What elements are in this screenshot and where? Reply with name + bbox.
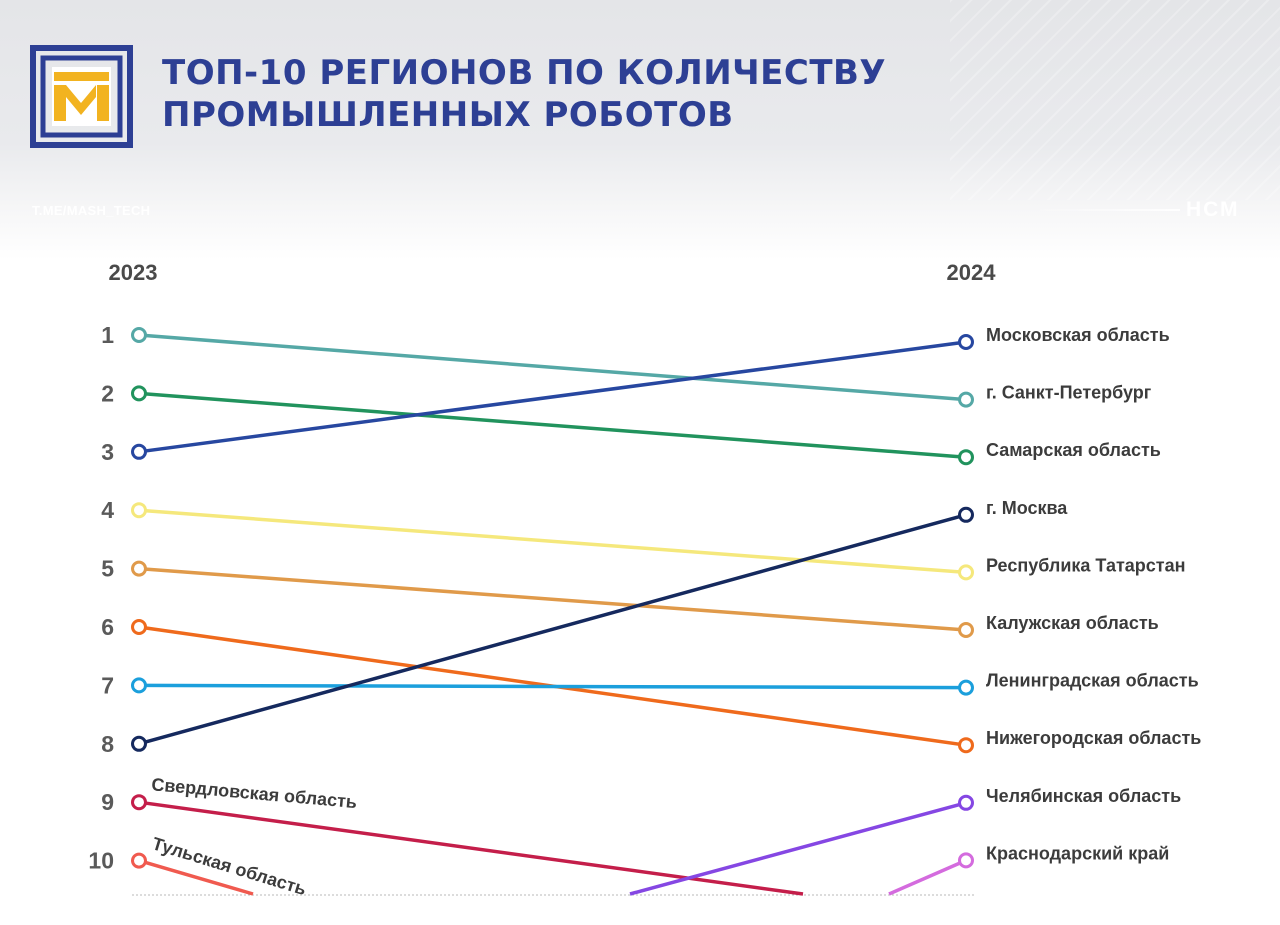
series-label-республика-татарстан: Республика Татарстан <box>986 555 1186 575</box>
marker-2023-ленинградская-область <box>131 677 147 694</box>
marker-2023-тульская-область <box>131 852 147 869</box>
rank-label-7: 7 <box>101 672 114 698</box>
marker-2023-калужская-область <box>131 560 147 577</box>
marker-2024-московская-область <box>958 334 974 350</box>
marker-2024-краснодарский-край <box>958 852 974 869</box>
year-label-2023: 2023 <box>109 260 158 285</box>
series-line-республика-татарстан <box>138 508 967 575</box>
series-label-самарская-область: Самарская область <box>986 440 1161 460</box>
marker-2023-свердловская-область <box>131 794 147 811</box>
marker-2023-г-санкт-петербург <box>131 327 147 343</box>
marker-2024-челябинская-область <box>958 794 974 811</box>
series-line-калужская-область <box>138 566 967 632</box>
marker-2023-республика-татарстан <box>131 502 147 519</box>
rank-label-8: 8 <box>101 731 114 757</box>
series-label-московская-область: Московская область <box>986 325 1170 345</box>
marker-2024-г-москва <box>958 506 974 523</box>
series-label-ленинградская-область: Ленинградская область <box>986 671 1199 691</box>
marker-2024-республика-татарстан <box>958 564 974 581</box>
series-label-челябинская-область: Челябинская область <box>986 786 1181 806</box>
header-band <box>0 0 1280 260</box>
rank-label-2: 2 <box>101 380 114 406</box>
series-line-челябинская-область <box>629 801 967 896</box>
year-label-2024: 2024 <box>947 260 997 285</box>
page-title: ТОП-10 РЕГИОНОВ ПО КОЛИЧЕСТВУ ПРОМЫШЛЕНН… <box>162 52 886 136</box>
rank-label-10: 10 <box>88 848 114 874</box>
marker-2023-нижегородская-область <box>131 619 147 635</box>
brand-mark: НСМ <box>1186 198 1240 221</box>
brand-divider <box>1030 209 1180 211</box>
marker-2024-ленинградская-область <box>958 679 974 696</box>
series-label-нижегородская-область: Нижегородская область <box>986 728 1201 748</box>
series-label-г-москва: г. Москва <box>986 498 1068 518</box>
rank-label-5: 5 <box>101 556 114 582</box>
series-line-московская-область <box>138 340 967 454</box>
title-line-2: ПРОМЫШЛЕННЫХ РОБОТОВ <box>162 95 734 135</box>
series-label-краснодарский-край: Краснодарский край <box>986 843 1169 863</box>
rank-label-6: 6 <box>101 614 114 640</box>
series-line-г-москва <box>138 513 967 746</box>
marker-2024-калужская-область <box>958 622 974 638</box>
header-pattern <box>950 0 1280 200</box>
series-line-самарская-область <box>138 391 967 459</box>
rank-label-9: 9 <box>101 789 114 815</box>
series-label-г-санкт-петербург: г. Санкт-Петербург <box>986 383 1152 403</box>
channel-handle[interactable]: T.ME/MASH_TECH <box>32 203 151 218</box>
marker-2023-г-москва <box>131 735 147 752</box>
marker-2024-нижегородская-область <box>958 737 974 754</box>
rank-label-4: 4 <box>101 497 114 523</box>
rank-label-3: 3 <box>101 439 114 465</box>
series-line-ленинградская-область <box>138 683 967 690</box>
series-label-калужская-область: Калужская область <box>986 613 1159 633</box>
series-line-тульская-область <box>138 858 254 896</box>
series-line-свердловская-область <box>138 800 804 896</box>
marker-2024-самарская-область <box>958 449 974 466</box>
marker-2023-московская-область <box>131 443 147 460</box>
series-line-краснодарский-край <box>888 858 967 896</box>
title-line-1: ТОП-10 РЕГИОНОВ ПО КОЛИЧЕСТВУ <box>162 53 887 93</box>
rank-label-1: 1 <box>101 322 114 348</box>
marker-2023-самарская-область <box>131 385 147 402</box>
series-label-тульская-область: Тульская область <box>150 833 309 899</box>
series-line-г-санкт-петербург <box>138 333 967 402</box>
mashtech-logo <box>30 45 133 148</box>
marker-2024-г-санкт-петербург <box>958 391 974 408</box>
